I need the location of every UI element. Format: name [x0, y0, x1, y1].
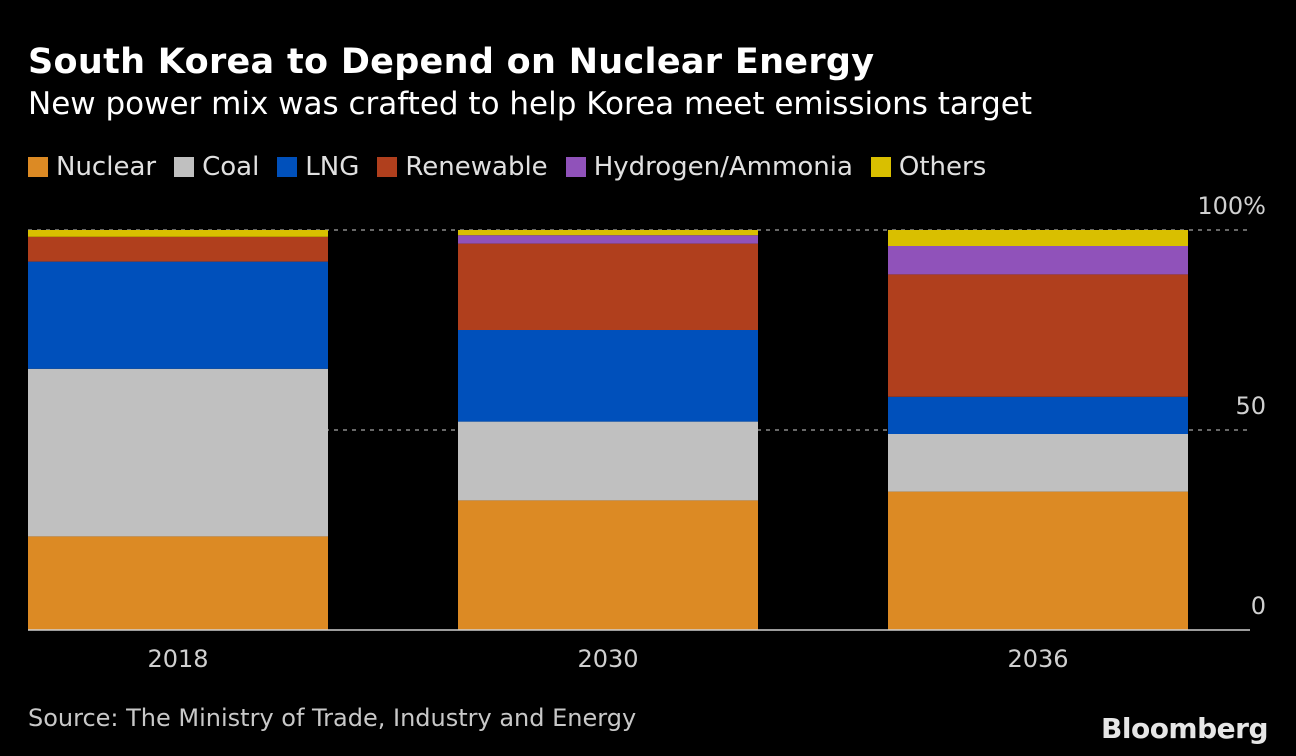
legend-label: Coal [202, 152, 260, 182]
legend-swatch [377, 157, 398, 177]
legend-item: Renewable [377, 152, 548, 182]
y-tick-label: 0 [1251, 592, 1266, 620]
legend-item: Others [870, 152, 987, 182]
bar-segment-hydrogen-ammonia [458, 235, 758, 244]
bar-segment-coal [458, 421, 758, 501]
bar-segment-coal [28, 368, 328, 537]
legend-label: Renewable [405, 152, 548, 182]
legend-label: Nuclear [56, 152, 157, 182]
x-tick-label: 2030 [577, 645, 638, 673]
bar-segment-others [458, 230, 758, 236]
chart-title: South Korea to Depend on Nuclear Energy [28, 42, 875, 82]
legend-item: LNG [277, 152, 359, 182]
bar-segment-coal [888, 434, 1188, 492]
bar-segment-hydrogen-ammonia [888, 246, 1188, 275]
legend-label: LNG [305, 152, 360, 182]
bar-segment-renewable [458, 243, 758, 330]
legend-label: Others [898, 152, 987, 182]
bloomberg-logo: Bloomberg [1101, 712, 1268, 745]
bar-segment-nuclear [458, 500, 758, 630]
legend-item: Nuclear [28, 152, 156, 182]
y-tick-label: 50 [1235, 392, 1266, 420]
legend-swatch [28, 157, 48, 177]
legend-item: Coal [174, 152, 259, 182]
bar-segment-others [28, 230, 328, 237]
bar-segment-renewable [28, 236, 328, 262]
x-tick-label: 2018 [147, 645, 208, 673]
legend-swatch [870, 157, 891, 177]
bar-segment-nuclear [888, 491, 1188, 630]
bar-segment-others [888, 230, 1188, 246]
bar-segment-nuclear [28, 536, 328, 630]
legend-swatch [174, 157, 195, 177]
legend: Nuclear Coal LNG Renewable Hydrogen/Ammonia O… [28, 152, 986, 182]
legend-swatch [565, 157, 586, 177]
legend-swatch [277, 157, 298, 177]
x-tick-label: 2036 [1007, 645, 1068, 673]
y-tick-label: 100% [1197, 192, 1266, 220]
bar-segment-lng [888, 396, 1188, 434]
source-note: Source: The Ministry of Trade, Industry … [28, 704, 637, 732]
bar-segment-renewable [888, 274, 1188, 397]
bar-segment-lng [28, 261, 328, 369]
legend-label: Hydrogen/Ammonia [593, 152, 853, 182]
bar-segment-lng [458, 330, 758, 422]
legend-item: Hydrogen/Ammonia [565, 152, 853, 182]
chart-subtitle: New power mix was crafted to help Korea … [28, 86, 1033, 122]
